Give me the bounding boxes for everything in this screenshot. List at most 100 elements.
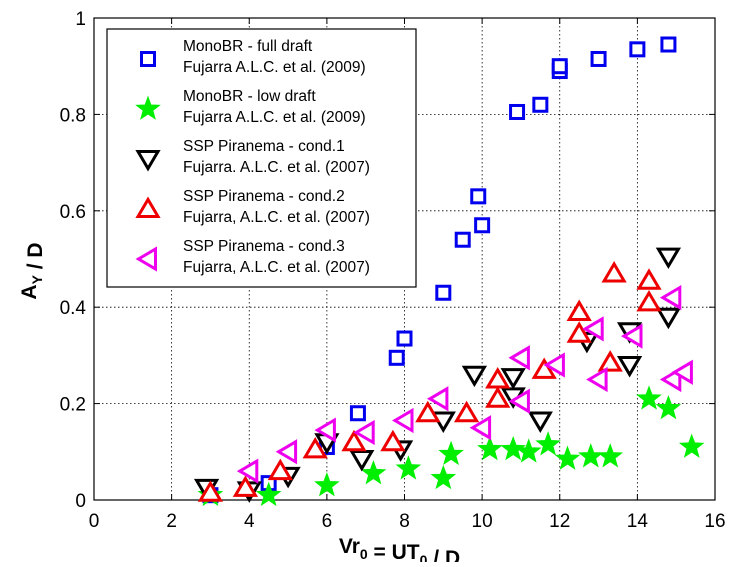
data-point <box>578 443 604 468</box>
data-point <box>621 323 643 349</box>
data-point <box>527 411 553 433</box>
legend-label: Fujarra, A.L.C. et al. (2007) <box>183 259 370 276</box>
legend-label: SSP Piranema - cond.3 <box>183 238 345 255</box>
data-point <box>601 261 627 283</box>
data-point <box>500 435 526 461</box>
x-tick-label: 2 <box>166 511 177 532</box>
y-axis-label: AY / D <box>18 242 47 299</box>
legend-marker <box>135 95 161 120</box>
data-point <box>255 481 282 507</box>
data-point <box>485 386 511 408</box>
data-point <box>532 96 549 113</box>
series-4 <box>197 261 662 502</box>
data-point <box>554 445 581 470</box>
data-point <box>590 50 607 67</box>
data-point <box>678 433 705 458</box>
legend-marker <box>135 196 161 218</box>
data-point <box>629 41 646 58</box>
data-point <box>508 345 530 371</box>
marks-layer <box>193 36 705 507</box>
data-point <box>392 407 414 434</box>
data-point <box>314 472 340 497</box>
data-point <box>474 217 491 234</box>
data-point <box>616 356 643 378</box>
data-point <box>543 352 565 378</box>
y-axis-label-part: / D <box>24 242 47 275</box>
data-point <box>388 349 405 366</box>
data-point <box>302 436 328 459</box>
x-axis-label-part: / D <box>427 547 460 562</box>
data-point <box>461 365 488 388</box>
plot-frame <box>93 17 716 501</box>
legend-label: SSP Piranema - cond.2 <box>183 188 345 205</box>
series-5 <box>236 284 693 484</box>
data-point <box>349 405 366 422</box>
data-point <box>636 268 662 290</box>
x-tick-label: 4 <box>244 511 255 532</box>
x-tick-label: 0 <box>89 511 100 532</box>
data-point <box>515 438 542 463</box>
data-point <box>430 464 457 490</box>
data-point <box>597 350 623 372</box>
data-point <box>586 366 608 393</box>
x-tick-label: 6 <box>322 511 333 532</box>
y-tick-label: 0.8 <box>60 105 86 126</box>
data-point <box>655 247 682 270</box>
data-point <box>453 400 480 423</box>
axes-layer: 0 2 4 6 8 10 12 14 16 0 0.2 0.4 0.6 0.8 1 <box>60 9 726 532</box>
data-point <box>426 386 449 412</box>
y-tick-label: 1 <box>75 9 86 30</box>
data-point <box>636 289 662 312</box>
data-point <box>655 307 682 330</box>
legend-label: Fujarra A.L.C. et al. (2009) <box>183 109 366 126</box>
data-point <box>314 417 336 443</box>
data-point <box>435 284 452 301</box>
x-tick-label: 12 <box>549 511 570 532</box>
series-1 <box>202 36 677 504</box>
data-point <box>380 429 406 452</box>
data-point <box>341 429 367 452</box>
legend-marker <box>140 51 156 67</box>
data-point <box>660 36 677 53</box>
y-axis-label-subscript: Y <box>29 274 45 284</box>
x-tick-label: 16 <box>704 511 725 532</box>
x-tick-label: 8 <box>399 511 410 532</box>
data-point <box>659 284 682 311</box>
data-point <box>415 400 441 423</box>
data-point <box>500 368 526 390</box>
data-point <box>551 58 568 75</box>
data-point <box>671 359 693 385</box>
legend: MonoBR - full draft Fujarra A.L.C. et al.… <box>106 28 417 288</box>
data-point <box>396 330 413 347</box>
y-axis-label-part: A <box>18 284 41 299</box>
data-point <box>267 458 293 481</box>
y-tick-label: 0.2 <box>60 395 86 416</box>
legend-marker <box>135 150 161 172</box>
data-point <box>531 357 557 379</box>
data-point <box>454 231 471 248</box>
legend-label: MonoBR - low draft <box>183 88 316 105</box>
legend-label: SSP Piranema - cond.1 <box>183 138 345 155</box>
data-point <box>275 439 298 465</box>
x-axis-label-part: = UT <box>368 541 420 562</box>
x-axis-label: Vr0 = UT0 / D <box>339 535 460 562</box>
data-point <box>236 458 259 484</box>
x-axis-label-part: Vr <box>339 535 360 558</box>
y-tick-label: 0.4 <box>60 298 87 319</box>
data-point <box>508 388 530 414</box>
data-point <box>597 443 623 468</box>
legend-marker <box>135 246 157 272</box>
x-tick-label: 14 <box>627 511 649 532</box>
y-tick-label: 0 <box>75 491 86 512</box>
data-point <box>197 480 224 502</box>
legend-label: MonoBR - full draft <box>183 38 313 55</box>
data-point <box>470 188 487 205</box>
data-point <box>469 415 492 441</box>
legend-label: Fujarra, A.L.C. et al. (2007) <box>183 209 370 226</box>
legend-box <box>106 28 417 288</box>
data-point <box>655 394 682 420</box>
data-point <box>353 419 375 446</box>
data-point <box>360 460 387 485</box>
